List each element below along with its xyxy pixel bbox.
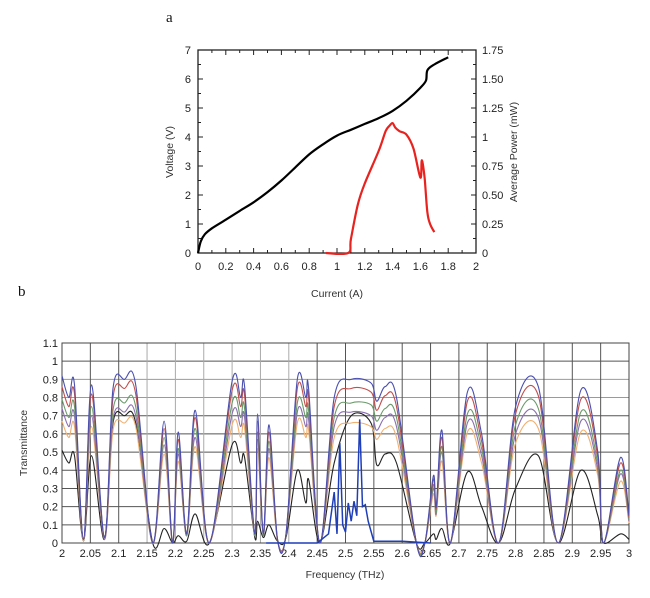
chart-a-plot-frame <box>197 49 477 254</box>
transmittance-line-6 <box>61 410 630 550</box>
chart-b-ylabel: Transmittance <box>18 410 30 476</box>
chart-b-ytick-label: 0.5 <box>43 447 58 459</box>
chart-a-xtick-label: 0 <box>195 261 201 273</box>
chart-a-y2tick-label: 0.75 <box>482 161 503 173</box>
chart-b-xtick-label: 2.6 <box>395 548 410 560</box>
chart-a-y2tick-label: 1.50 <box>482 74 503 86</box>
chart-a-xtick-label: 1.8 <box>441 261 456 273</box>
chart-b-ytick-label: 1.1 <box>43 338 58 350</box>
chart-b-xtick-label: 3 <box>626 548 632 560</box>
chart-b-ytick-label: 0.9 <box>43 374 58 386</box>
chart-a: Current (A) Voltage (V) Average Power (m… <box>164 45 520 300</box>
chart-b-xtick-label: 2.5 <box>338 548 353 560</box>
chart-b-xtick-label: 2.4 <box>281 548 296 560</box>
panel-b-label: b <box>18 284 26 300</box>
chart-b-xtick-label: 2 <box>59 548 65 560</box>
chart-a-xtick-label: 0.4 <box>246 261 261 273</box>
chart-b-xtick-label: 2.25 <box>193 548 214 560</box>
chart-a-ytick-label: 0 <box>185 248 191 260</box>
chart-b-xtick-label: 2.75 <box>477 548 498 560</box>
transmittance-line-1 <box>61 370 630 558</box>
chart-a-y2tick-label: 1.75 <box>482 45 503 57</box>
chart-b-ytick-label: 0.3 <box>43 483 58 495</box>
spectrum-line <box>266 419 431 544</box>
chart-a-xtick-label: 1.2 <box>357 261 372 273</box>
chart-b-ytick-label: 0.6 <box>43 429 58 441</box>
chart-b-xtick-label: 2.95 <box>590 548 611 560</box>
chart-b-xtick-label: 2.35 <box>250 548 271 560</box>
chart-b-xtick-label: 2.85 <box>533 548 554 560</box>
chart-b-xtick-label: 2.8 <box>508 548 523 560</box>
chart-a-ytick-label: 2 <box>185 190 191 202</box>
chart-a-xtick-label: 2 <box>473 261 479 273</box>
chart-a-y2label: Average Power (mW) <box>508 102 520 202</box>
power-line <box>325 121 436 256</box>
chart-b-ytick-label: 0.2 <box>43 502 58 514</box>
chart-a-ytick-label: 5 <box>185 103 191 115</box>
chart-b-ytick-label: 0.4 <box>43 465 58 477</box>
chart-b-xtick-label: 2.3 <box>224 548 239 560</box>
voltage-line <box>196 56 449 254</box>
chart-b-xtick-label: 2.7 <box>451 548 466 560</box>
chart-b-ytick-label: 0.1 <box>43 520 58 532</box>
chart-a-y2tick-label: 0.50 <box>482 190 503 202</box>
chart-a-xtick-label: 0.8 <box>302 261 317 273</box>
chart-a-y2tick-label: 0 <box>482 248 488 260</box>
chart-b-xtick-label: 2.45 <box>306 548 327 560</box>
chart-a-ytick-label: 7 <box>185 45 191 57</box>
chart-b: Frequency (THz) Transmittance 0 0.1 0.2 0.3… <box>18 338 632 581</box>
chart-a-xtick-label: 1.4 <box>385 261 400 273</box>
chart-b-xtick-label: 2.9 <box>565 548 580 560</box>
chart-a-xtick-label: 1.6 <box>413 261 428 273</box>
chart-b-xtick-label: 2.1 <box>111 548 126 560</box>
chart-a-ytick-label: 1 <box>185 219 191 231</box>
panel-a-label: a <box>166 10 173 26</box>
chart-a-ytick-label: 6 <box>185 74 191 86</box>
chart-b-ytick-label: 1 <box>52 356 58 368</box>
chart-b-xtick-label: 2.55 <box>363 548 384 560</box>
chart-b-ytick-label: 0 <box>52 538 58 550</box>
chart-a-y2tick-label: 1 <box>482 132 488 144</box>
chart-b-xtick-label: 2.2 <box>168 548 183 560</box>
chart-a-xtick-label: 0.6 <box>274 261 289 273</box>
chart-b-xtick-label: 2.65 <box>420 548 441 560</box>
chart-a-xtick-label: 1 <box>334 261 340 273</box>
chart-b-xtick-label: 2.05 <box>80 548 101 560</box>
chart-a-y2tick-label: 0.25 <box>482 219 503 231</box>
chart-a-ytick-label: 3 <box>185 161 191 173</box>
chart-b-xlabel: Frequency (THz) <box>306 569 385 581</box>
chart-a-y2tick-label: 1.25 <box>482 103 503 115</box>
chart-b-plot-frame <box>61 342 630 544</box>
chart-b-ytick-label: 0.8 <box>43 393 58 405</box>
chart-a-xtick-label: 0.2 <box>218 261 233 273</box>
chart-b-xtick-label: 2.15 <box>136 548 157 560</box>
chart-a-xlabel: Current (A) <box>311 288 363 300</box>
chart-b-ytick-label: 0.7 <box>43 411 58 423</box>
chart-a-ylabel: Voltage (V) <box>164 126 176 178</box>
chart-a-ytick-label: 4 <box>185 132 191 144</box>
